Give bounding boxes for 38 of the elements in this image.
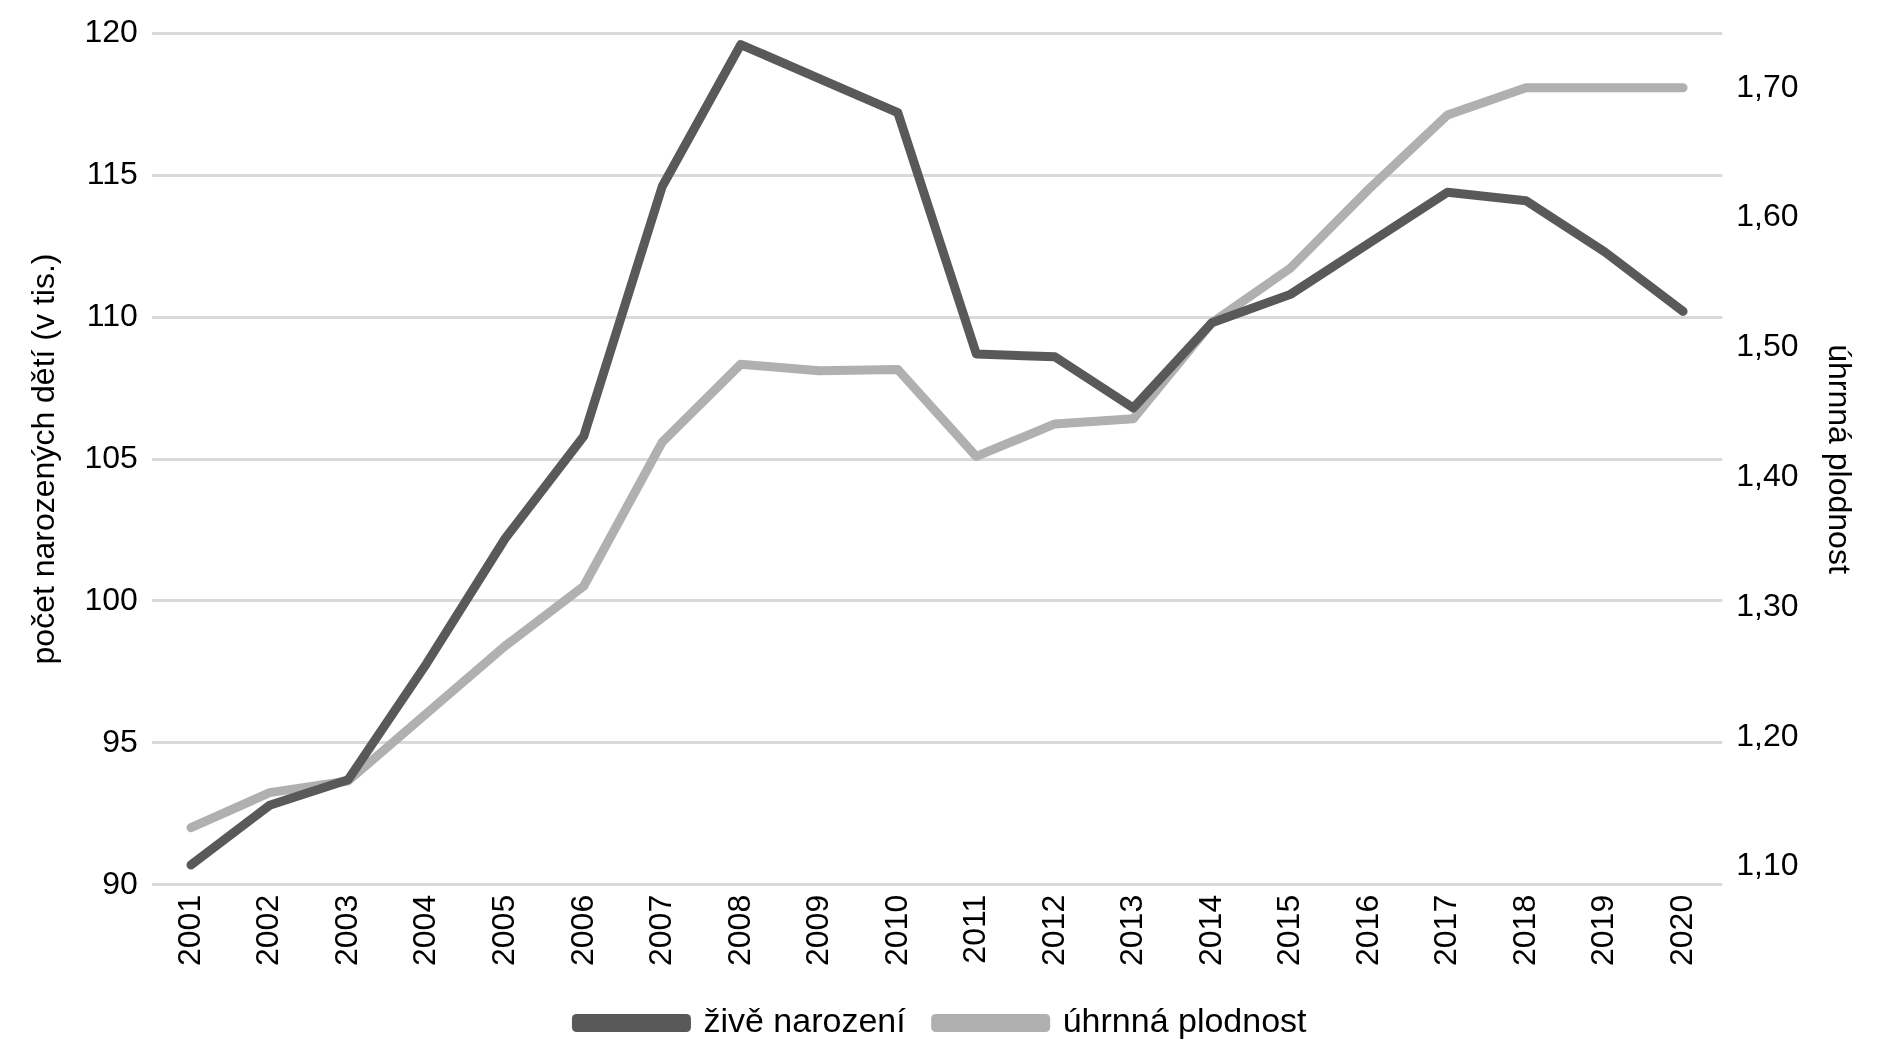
y-tick-label: 120 (84, 13, 138, 50)
x-tick-label: 2019 (1584, 894, 1621, 966)
x-tick-label: 2018 (1505, 894, 1542, 966)
x-tick-label: 2003 (327, 894, 364, 966)
y2-tick-label: 1,60 (1736, 197, 1799, 234)
y-tick-label: 115 (86, 154, 138, 191)
y-axis-title: počet narozených dětí (v tis.) (25, 253, 62, 665)
x-tick-label: 2006 (563, 894, 600, 966)
x-tick-label: 2014 (1191, 894, 1228, 966)
x-tick-label: 2011 (956, 894, 993, 964)
y-tick-label: 105 (84, 438, 138, 475)
x-tick-label: 2002 (249, 894, 286, 966)
y-tick-label: 90 (102, 864, 138, 901)
x-tick-label: 2017 (1427, 894, 1464, 966)
y-tick-label: 110 (86, 296, 138, 333)
y2-axis-title: úhrnná plodnost (1821, 344, 1858, 574)
y2-tick-label: 1,40 (1736, 457, 1799, 494)
x-tick-label: 2005 (484, 894, 521, 966)
x-tick-label: 2012 (1034, 894, 1071, 966)
legend-label: úhrnná plodnost (1062, 1001, 1308, 1040)
x-tick-label: 2016 (1348, 894, 1385, 966)
y2-tick-label: 1,50 (1736, 327, 1799, 364)
x-tick-label: 2013 (1113, 894, 1150, 966)
x-tick-label: 2004 (406, 894, 443, 966)
y2-tick-label: 1,20 (1736, 716, 1799, 753)
x-tick-label: 2010 (877, 894, 914, 966)
x-tick-label: 2007 (642, 894, 679, 966)
y2-tick-label: 1,70 (1736, 67, 1799, 104)
x-tick-label: 2008 (720, 894, 757, 966)
y-tick-label: 100 (84, 580, 138, 617)
y2-tick-label: 1,10 (1736, 846, 1799, 883)
y2-tick-label: 1,30 (1736, 586, 1799, 623)
x-tick-label: 2001 (170, 894, 207, 966)
x-tick-label: 2020 (1662, 894, 1699, 966)
x-tick-label: 2015 (1270, 894, 1307, 966)
legend-label: živě narození (703, 1001, 907, 1040)
x-tick-label: 2009 (799, 894, 836, 966)
y-tick-label: 95 (102, 722, 138, 759)
